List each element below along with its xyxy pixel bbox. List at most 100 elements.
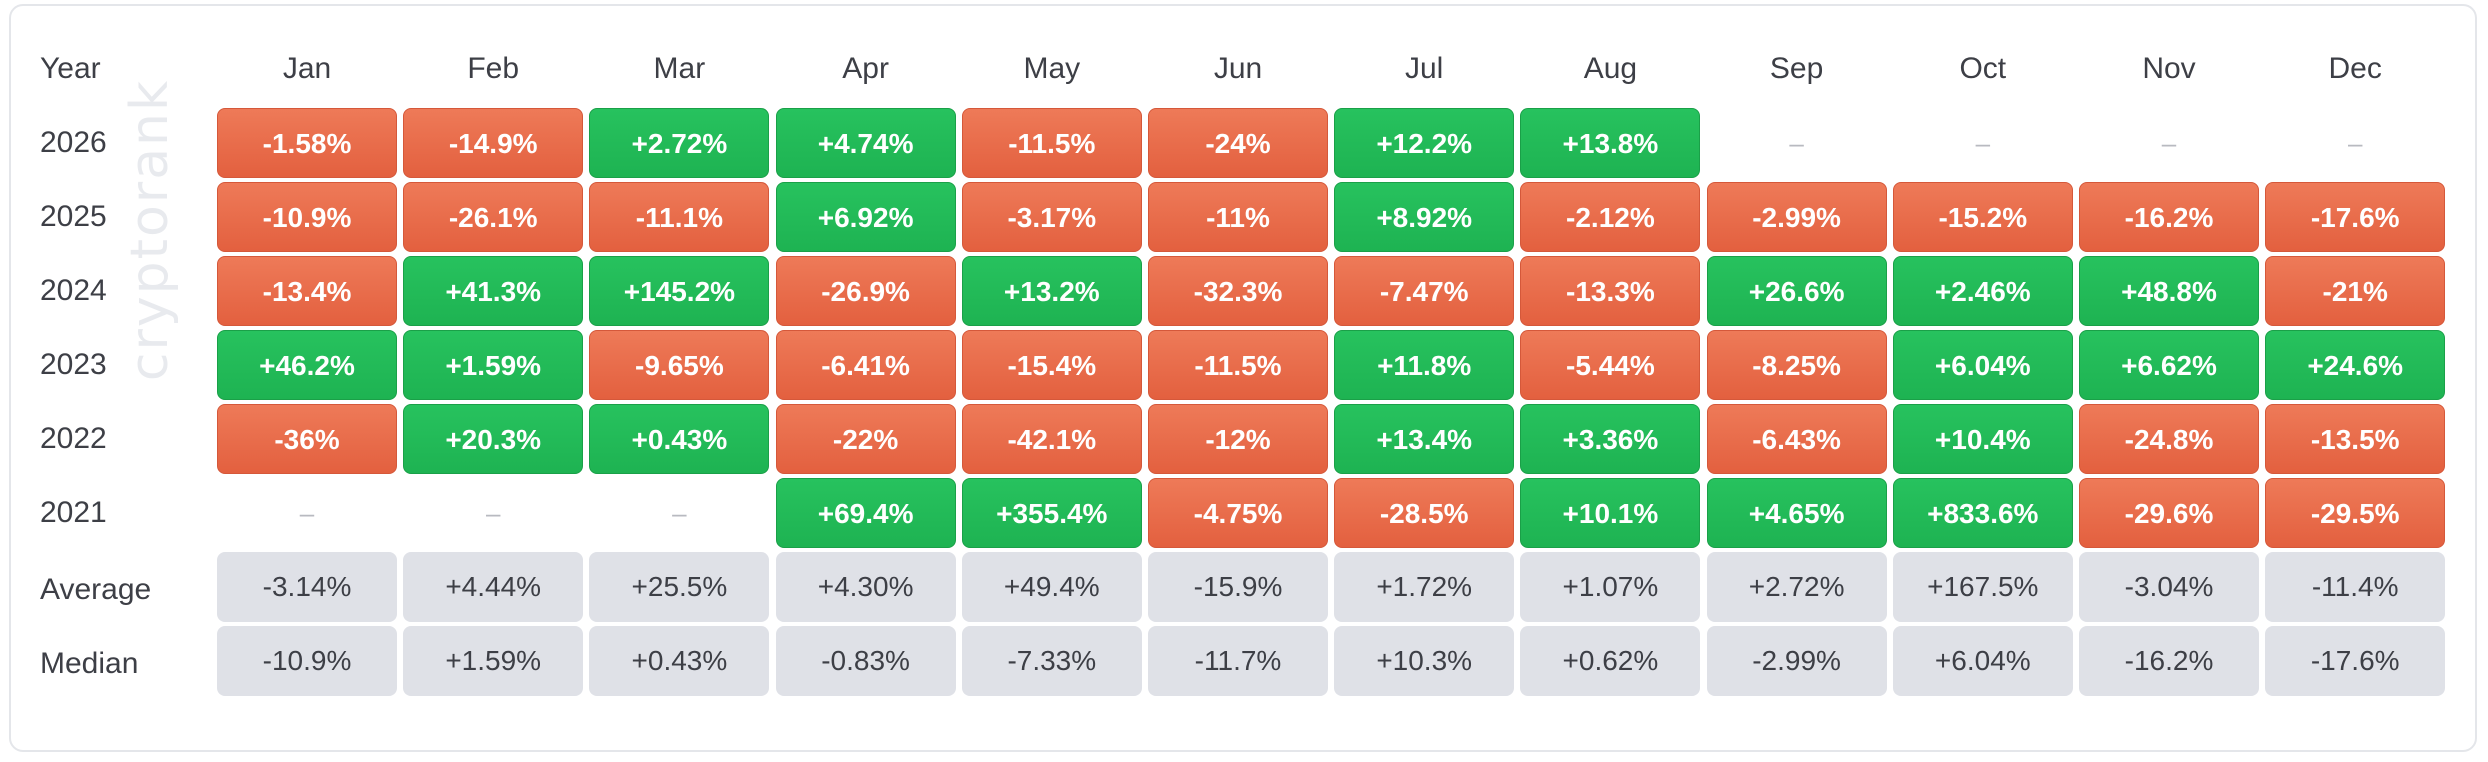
month-header-dec: Dec: [2328, 52, 2382, 85]
cell-2025-jul: +8.92%: [1334, 182, 1515, 252]
cell-average-oct: +167.5%: [1892, 552, 2073, 622]
cell-2023-apr: -6.41%: [775, 330, 956, 400]
month-header-jun: Jun: [1213, 52, 1263, 85]
cell-2025-apr: +6.92%: [775, 182, 956, 252]
month-header-feb: Feb: [467, 52, 520, 85]
cell-2026-mar: +2.72%: [589, 108, 770, 178]
cell-2022-jun: -12%: [1148, 404, 1328, 474]
cell-median-mar: +0.43%: [589, 626, 770, 696]
month-header-sep: Sep: [1769, 52, 1824, 85]
cell-2026-oct: –: [1975, 128, 1991, 158]
cell-average-feb: +4.44%: [403, 552, 584, 622]
cell-2024-dec: -21%: [2265, 256, 2446, 326]
cell-2022-nov: -24.8%: [2079, 404, 2259, 474]
cell-2021-feb: –: [485, 498, 501, 528]
cell-2024-jun: -32.3%: [1148, 256, 1328, 326]
cell-median-feb: +1.59%: [403, 626, 584, 696]
cell-median-jun: -11.7%: [1148, 626, 1328, 696]
cell-2025-jan: -10.9%: [217, 182, 397, 252]
cell-2023-may: -15.4%: [961, 330, 1142, 400]
cell-2025-feb: -26.1%: [403, 182, 584, 252]
cell-2022-aug: +3.36%: [1520, 404, 1701, 474]
cell-2024-may: +13.2%: [961, 256, 1142, 326]
cell-2024-jul: -7.47%: [1334, 256, 1515, 326]
cell-2022-jul: +13.4%: [1334, 404, 1515, 474]
cell-2022-oct: +10.4%: [1892, 404, 2073, 474]
cell-2024-aug: -13.3%: [1520, 256, 1701, 326]
cell-median-dec: -17.6%: [2265, 626, 2446, 696]
cell-median-jul: +10.3%: [1334, 626, 1515, 696]
month-header-jul: Jul: [1405, 52, 1444, 85]
cell-average-dec: -11.4%: [2265, 552, 2446, 622]
cell-average-may: +49.4%: [961, 552, 1142, 622]
cell-2021-apr: +69.4%: [775, 478, 956, 548]
month-header-aug: Aug: [1583, 52, 1638, 85]
cell-2023-mar: -9.65%: [589, 330, 770, 400]
cell-2023-jan: +46.2%: [217, 330, 397, 400]
cell-2026-aug: +13.8%: [1520, 108, 1701, 178]
cell-2024-nov: +48.8%: [2079, 256, 2259, 326]
cell-2022-jan: -36%: [217, 404, 397, 474]
cell-2026-feb: -14.9%: [403, 108, 584, 178]
cell-2026-jan: -1.58%: [217, 108, 397, 178]
cell-average-nov: -3.04%: [2079, 552, 2259, 622]
row-label-median: Median: [40, 647, 139, 680]
cell-2022-sep: -6.43%: [1706, 404, 1887, 474]
cell-2023-oct: +6.04%: [1892, 330, 2073, 400]
cell-median-apr: -0.83%: [775, 626, 956, 696]
cell-average-jun: -15.9%: [1148, 552, 1328, 622]
month-header-mar: Mar: [653, 52, 706, 85]
cell-2025-sep: -2.99%: [1706, 182, 1887, 252]
row-label-2024: 2024: [40, 274, 107, 307]
cell-average-sep: +2.72%: [1706, 552, 1887, 622]
cell-2025-nov: -16.2%: [2079, 182, 2259, 252]
cell-2023-dec: +24.6%: [2265, 330, 2446, 400]
cell-2026-may: -11.5%: [961, 108, 1142, 178]
watermark: cryptorank: [120, 78, 180, 382]
cell-2024-apr: -26.9%: [775, 256, 956, 326]
cell-2024-oct: +2.46%: [1892, 256, 2073, 326]
cell-2021-mar: –: [672, 498, 687, 528]
cell-2021-nov: -29.6%: [2079, 478, 2259, 548]
cell-2021-jul: -28.5%: [1334, 478, 1515, 548]
cell-2024-jan: -13.4%: [217, 256, 397, 326]
cell-2023-nov: +6.62%: [2079, 330, 2259, 400]
cell-2023-sep: -8.25%: [1706, 330, 1887, 400]
cell-2023-aug: -5.44%: [1520, 330, 1701, 400]
cell-2022-may: -42.1%: [961, 404, 1142, 474]
cell-average-mar: +25.5%: [589, 552, 770, 622]
cell-2021-sep: +4.65%: [1706, 478, 1887, 548]
cell-2026-jul: +12.2%: [1334, 108, 1515, 178]
cell-median-oct: +6.04%: [1892, 626, 2073, 696]
cell-2025-dec: -17.6%: [2265, 182, 2446, 252]
cell-2024-mar: +145.2%: [589, 256, 770, 326]
cell-average-jan: -3.14%: [217, 552, 397, 622]
row-label-2023: 2023: [40, 348, 107, 381]
cell-2022-feb: +20.3%: [403, 404, 584, 474]
cell-2026-nov: –: [2161, 128, 2177, 158]
cell-2022-apr: -22%: [775, 404, 956, 474]
cell-2025-may: -3.17%: [961, 182, 1142, 252]
cell-average-aug: +1.07%: [1520, 552, 1701, 622]
cell-2026-dec: –: [2347, 128, 2363, 158]
row-label-2026: 2026: [40, 126, 107, 159]
row-label-2021: 2021: [40, 496, 107, 529]
month-header-oct: Oct: [1959, 52, 2007, 85]
cell-2025-oct: -15.2%: [1892, 182, 2073, 252]
cell-median-nov: -16.2%: [2079, 626, 2259, 696]
cell-2025-mar: -11.1%: [589, 182, 770, 252]
cell-2021-oct: +833.6%: [1892, 478, 2073, 548]
cell-2025-aug: -2.12%: [1520, 182, 1701, 252]
cell-2021-jan: –: [299, 498, 315, 528]
row-label-2025: 2025: [40, 200, 107, 233]
month-header-jan: Jan: [282, 52, 332, 85]
month-header-apr: Apr: [842, 52, 889, 85]
cell-2024-sep: +26.6%: [1706, 256, 1887, 326]
cell-2021-may: +355.4%: [961, 478, 1142, 548]
cell-2026-apr: +4.74%: [775, 108, 956, 178]
cell-2025-jun: -11%: [1148, 182, 1328, 252]
cell-2021-aug: +10.1%: [1520, 478, 1701, 548]
cell-average-apr: +4.30%: [775, 552, 956, 622]
cell-2022-dec: -13.5%: [2265, 404, 2446, 474]
cell-median-aug: +0.62%: [1520, 626, 1701, 696]
